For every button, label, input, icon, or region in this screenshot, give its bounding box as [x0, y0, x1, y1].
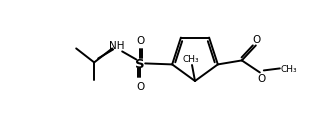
Text: NH: NH: [110, 41, 125, 51]
Text: O: O: [253, 35, 261, 45]
Text: O: O: [136, 36, 144, 46]
Text: O: O: [136, 82, 144, 92]
Text: O: O: [258, 74, 266, 84]
Text: CH₃: CH₃: [280, 64, 297, 73]
Text: CH₃: CH₃: [183, 55, 199, 64]
Text: S: S: [135, 57, 145, 70]
